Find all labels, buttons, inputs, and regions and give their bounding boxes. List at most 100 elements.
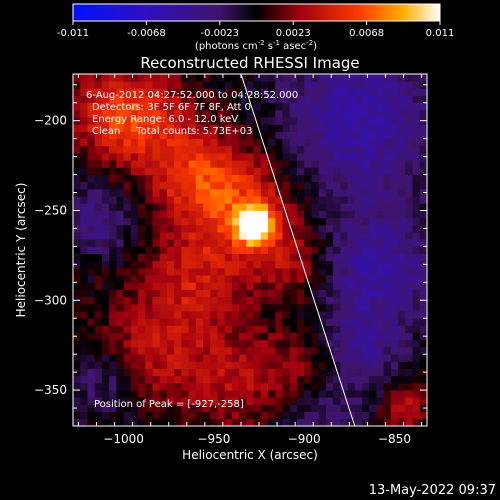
heatmap-cell	[224, 411, 233, 420]
heatmap-cell	[174, 217, 182, 226]
heatmap-cell	[246, 332, 255, 341]
heatmap-cell	[181, 390, 189, 398]
heatmap-cell	[361, 275, 370, 283]
heatmap-cell	[361, 325, 370, 334]
heatmap-cell	[296, 145, 305, 154]
heatmap-cell	[289, 95, 298, 104]
heatmap-cell	[73, 102, 81, 111]
heatmap-cell	[224, 332, 233, 341]
heatmap-cell	[253, 303, 262, 312]
heatmap-cell	[159, 174, 168, 183]
heatmap-cell	[369, 174, 377, 183]
heatmap-cell	[130, 232, 139, 240]
heatmap-cell	[87, 131, 96, 140]
heatmap-cell	[224, 88, 233, 96]
heatmap-cell	[390, 210, 399, 219]
heatmap-cell	[224, 404, 233, 413]
heatmap-cell	[268, 174, 276, 183]
heatmap-cell	[181, 167, 189, 175]
heatmap-cell	[116, 131, 124, 140]
heatmap-cell	[260, 275, 269, 283]
heatmap-cell	[296, 361, 305, 369]
heatmap-cell	[152, 81, 161, 89]
heatmap-cell	[361, 109, 370, 118]
heatmap-cell	[195, 375, 204, 384]
heatmap-cell	[224, 253, 233, 262]
heatmap-cell	[217, 95, 226, 104]
heatmap-cell	[159, 325, 168, 334]
heatmap-cell	[325, 239, 334, 247]
heatmap-cell	[166, 174, 175, 183]
heatmap-cell	[210, 174, 218, 183]
heatmap-cell	[73, 375, 81, 384]
heatmap-cell	[296, 138, 305, 147]
heatmap-cell	[224, 217, 233, 226]
heatmap-cell	[376, 210, 385, 219]
heatmap-cell	[145, 138, 153, 147]
heatmap-cell	[210, 361, 218, 369]
heatmap-cell	[181, 325, 189, 334]
heatmap-cell	[109, 332, 117, 341]
heatmap-cell	[116, 117, 124, 125]
heatmap-cell	[361, 131, 370, 140]
heatmap-cell	[325, 397, 334, 405]
heatmap-cell	[289, 260, 298, 269]
heatmap-cell	[80, 390, 88, 398]
heatmap-cell	[116, 88, 124, 96]
info-line: Clean Total counts: 5.73E+03	[92, 126, 252, 137]
heatmap-cell	[224, 160, 233, 168]
heatmap-cell	[166, 167, 175, 175]
heatmap-cell	[195, 311, 204, 319]
heatmap-cell	[109, 325, 117, 334]
heatmap-cell	[354, 210, 363, 219]
heatmap-cell	[123, 167, 132, 175]
heatmap-cell	[231, 188, 240, 197]
heatmap-cell	[376, 88, 385, 96]
heatmap-cell	[188, 418, 197, 426]
heatmap-cell	[166, 418, 175, 426]
heatmap-cell	[210, 397, 218, 405]
heatmap-cell	[383, 346, 392, 355]
heatmap-cell	[260, 318, 269, 326]
heatmap-cell	[174, 397, 182, 405]
heatmap-cell	[260, 160, 269, 168]
heatmap-cell	[318, 109, 327, 118]
heatmap-cell	[282, 339, 291, 348]
heatmap-cell	[109, 131, 117, 140]
heatmap-cell	[289, 160, 298, 168]
heatmap-cell	[369, 368, 377, 377]
heatmap-cell	[159, 311, 168, 319]
heatmap-cell	[181, 375, 189, 384]
heatmap-cell	[203, 138, 211, 147]
heatmap-cell	[354, 332, 363, 341]
heatmap-cell	[354, 138, 363, 147]
heatmap-cell	[311, 181, 320, 190]
heatmap-cell	[376, 217, 385, 226]
heatmap-cell	[217, 131, 226, 140]
heatmap-cell	[361, 124, 370, 132]
heatmap-cell	[383, 325, 392, 334]
heatmap-cell	[282, 260, 291, 269]
heatmap-cell	[145, 153, 153, 161]
heatmap-cell	[101, 318, 110, 326]
heatmap-cell	[268, 275, 276, 283]
heatmap-cell	[87, 368, 96, 377]
heatmap-cell	[152, 404, 161, 413]
heatmap-cell	[289, 188, 298, 197]
heatmap-cell	[181, 160, 189, 168]
heatmap-cell	[419, 203, 427, 211]
heatmap-cell	[231, 375, 240, 384]
heatmap-cell	[101, 239, 110, 247]
heatmap-cell	[289, 311, 298, 319]
heatmap-cell	[239, 275, 247, 283]
heatmap-cell	[203, 203, 211, 211]
heatmap-cell	[383, 296, 392, 305]
heatmap-cell	[80, 303, 88, 312]
heatmap-cell	[123, 339, 132, 348]
heatmap-cell	[369, 332, 377, 341]
heatmap-cell	[195, 138, 204, 147]
heatmap-cell	[289, 138, 298, 147]
heatmap-cell	[340, 382, 348, 391]
heatmap-cell	[130, 210, 139, 219]
heatmap-cell	[405, 253, 413, 262]
